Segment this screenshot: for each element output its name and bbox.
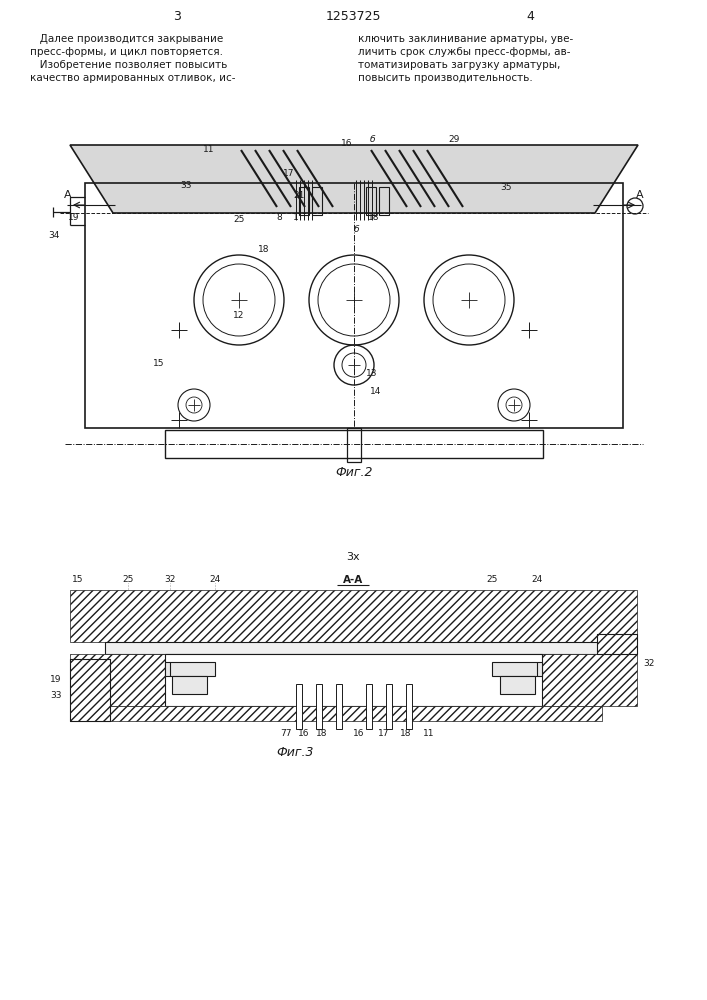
Bar bbox=[312, 187, 322, 215]
Text: 16: 16 bbox=[298, 728, 310, 738]
Bar bbox=[70, 659, 110, 721]
Text: 19: 19 bbox=[68, 213, 79, 222]
Text: 17: 17 bbox=[378, 728, 390, 738]
Text: A: A bbox=[64, 190, 72, 200]
Text: 21: 21 bbox=[293, 190, 305, 200]
Text: 17: 17 bbox=[284, 168, 295, 178]
Text: 25: 25 bbox=[486, 574, 498, 584]
Bar bbox=[597, 634, 637, 654]
Text: 25: 25 bbox=[233, 216, 245, 225]
Bar bbox=[165, 654, 542, 706]
Bar bbox=[366, 684, 372, 729]
Text: томатизировать загрузку арматуры,: томатизировать загрузку арматуры, bbox=[358, 60, 561, 70]
Text: 14: 14 bbox=[370, 387, 382, 396]
Text: 13: 13 bbox=[366, 368, 378, 377]
Bar bbox=[379, 187, 389, 215]
Text: повысить производительность.: повысить производительность. bbox=[358, 73, 533, 83]
Text: 16: 16 bbox=[341, 138, 353, 147]
Bar bbox=[105, 642, 602, 654]
Text: 77: 77 bbox=[280, 728, 292, 738]
Bar bbox=[347, 428, 361, 462]
Text: 24: 24 bbox=[209, 574, 221, 584]
Text: 15: 15 bbox=[153, 359, 165, 367]
Text: 24: 24 bbox=[532, 574, 543, 584]
Text: 1: 1 bbox=[293, 214, 299, 223]
Text: 1253725: 1253725 bbox=[325, 9, 381, 22]
Bar bbox=[542, 654, 637, 706]
Text: 18: 18 bbox=[316, 728, 328, 738]
Text: 25: 25 bbox=[122, 574, 134, 584]
Text: Изобретение позволяет повысить: Изобретение позволяет повысить bbox=[30, 60, 228, 70]
Text: б: б bbox=[369, 135, 375, 144]
Text: 4: 4 bbox=[526, 9, 534, 22]
Text: 12: 12 bbox=[233, 310, 245, 320]
Text: 11: 11 bbox=[203, 145, 215, 154]
Text: 3х: 3х bbox=[346, 552, 360, 562]
Text: 29: 29 bbox=[448, 135, 460, 144]
Bar bbox=[492, 662, 542, 676]
Text: 33: 33 bbox=[180, 180, 192, 190]
Bar bbox=[299, 187, 309, 215]
Bar bbox=[70, 659, 110, 721]
Bar bbox=[406, 684, 412, 729]
Bar bbox=[336, 684, 342, 729]
Bar bbox=[296, 684, 302, 729]
Text: 11: 11 bbox=[423, 728, 435, 738]
Text: качество армированных отливок, ис-: качество армированных отливок, ис- bbox=[30, 73, 235, 83]
Text: 18: 18 bbox=[400, 728, 411, 738]
Text: ключить заклинивание арматуры, уве-: ключить заклинивание арматуры, уве- bbox=[358, 34, 573, 44]
Text: 8: 8 bbox=[276, 214, 282, 223]
Text: А-А: А-А bbox=[343, 575, 363, 585]
Text: 19: 19 bbox=[50, 674, 62, 684]
Bar bbox=[85, 183, 623, 428]
Bar bbox=[70, 590, 637, 642]
Text: 33: 33 bbox=[50, 692, 62, 700]
Bar bbox=[500, 676, 535, 694]
Text: б: б bbox=[354, 226, 358, 234]
Bar bbox=[597, 634, 637, 654]
Text: 3: 3 bbox=[173, 9, 181, 22]
Bar bbox=[165, 662, 215, 676]
Polygon shape bbox=[70, 145, 638, 213]
Text: 15: 15 bbox=[72, 574, 83, 584]
Bar bbox=[70, 654, 165, 706]
Bar bbox=[366, 187, 376, 215]
Bar bbox=[165, 430, 543, 458]
Text: 35: 35 bbox=[501, 182, 512, 192]
Text: Фиг.3: Фиг.3 bbox=[276, 746, 314, 760]
Bar bbox=[386, 684, 392, 729]
Text: личить срок службы пресс-формы, ав-: личить срок службы пресс-формы, ав- bbox=[358, 47, 571, 57]
Text: 34: 34 bbox=[49, 231, 60, 239]
Text: Далее производится закрывание: Далее производится закрывание bbox=[30, 34, 223, 44]
Text: 18: 18 bbox=[368, 214, 380, 223]
Text: Фиг.2: Фиг.2 bbox=[335, 466, 373, 479]
Bar bbox=[316, 684, 322, 729]
Text: 32: 32 bbox=[164, 574, 175, 584]
Text: A: A bbox=[636, 190, 644, 200]
Bar bbox=[172, 676, 207, 694]
Text: 18: 18 bbox=[258, 245, 270, 254]
Text: 16: 16 bbox=[354, 728, 365, 738]
Bar bbox=[105, 706, 602, 721]
Text: пресс-формы, и цикл повторяется.: пресс-формы, и цикл повторяется. bbox=[30, 47, 223, 57]
Text: 32: 32 bbox=[643, 660, 655, 668]
